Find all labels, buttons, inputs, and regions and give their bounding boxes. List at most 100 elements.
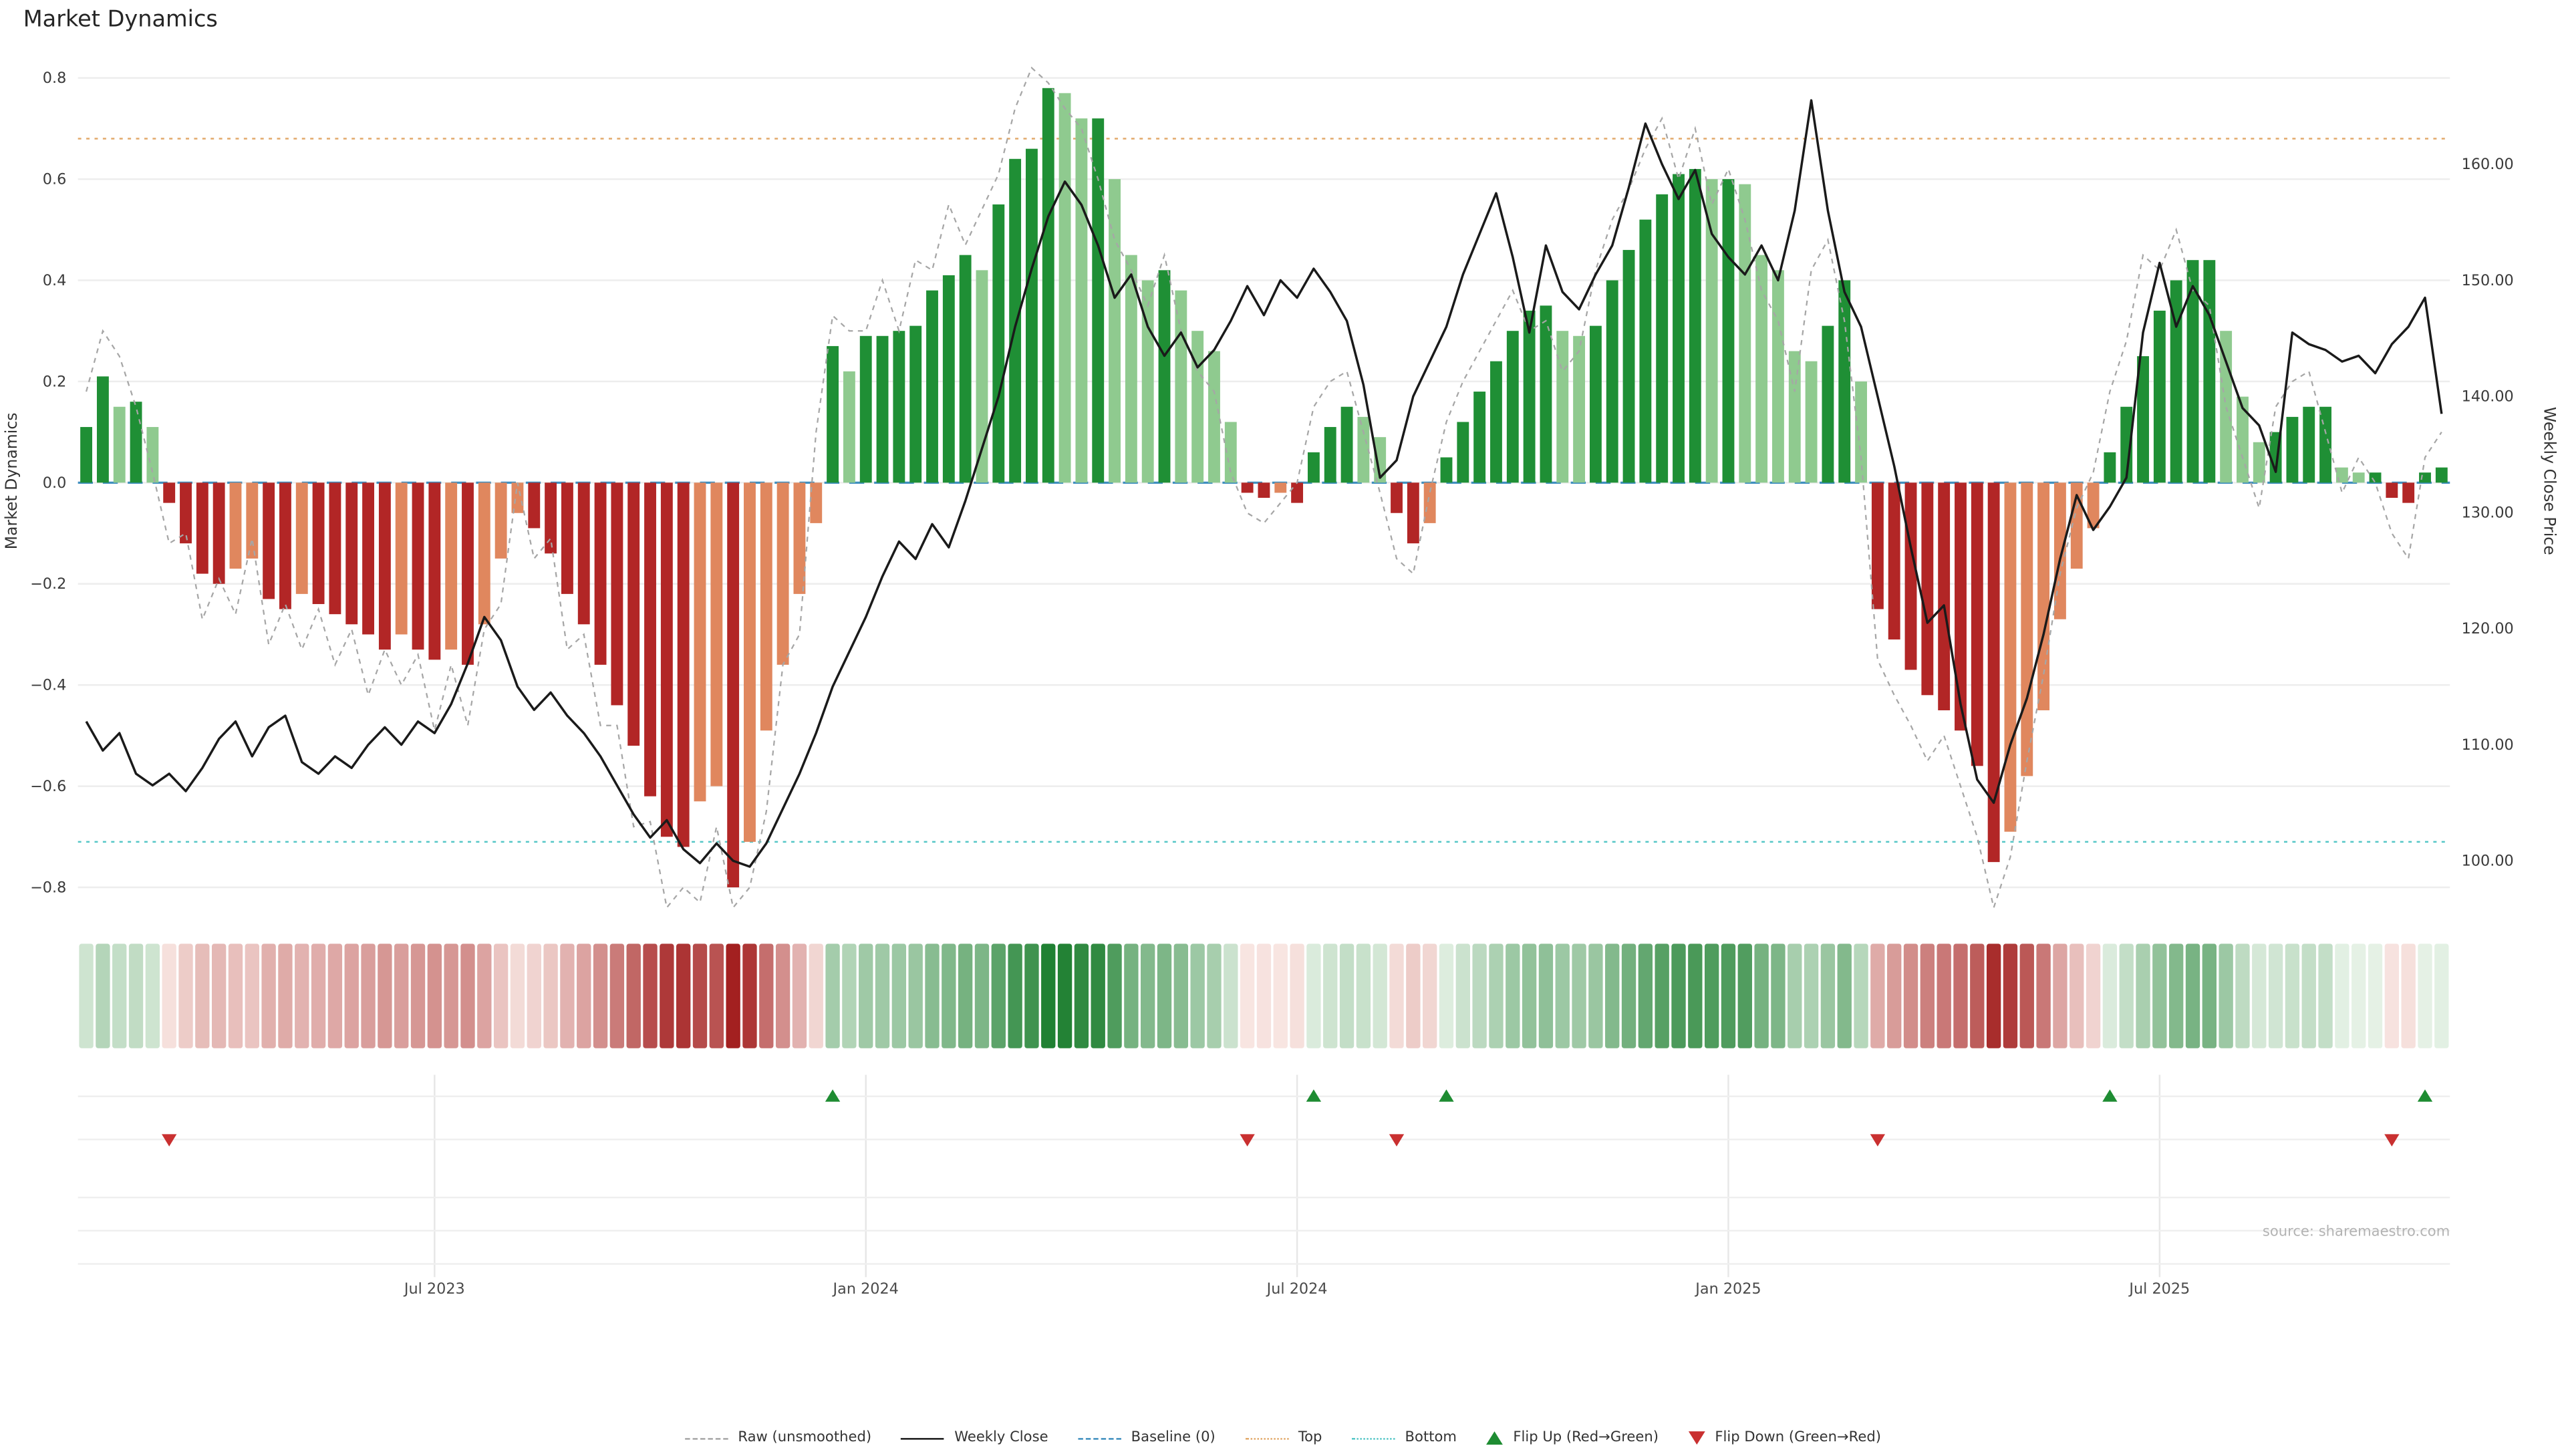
heatmap-cell — [1240, 943, 1255, 1048]
md-bar — [1673, 174, 1685, 483]
heatmap-strip — [79, 943, 2449, 1048]
heatmap-cell — [1522, 943, 1537, 1048]
md-bar — [1689, 168, 1701, 483]
heatmap-cell — [1588, 943, 1603, 1048]
heatmap-cell — [925, 943, 940, 1048]
md-bar — [1009, 158, 1022, 483]
heatmap-cell — [1788, 943, 1802, 1048]
legend-item-top: Top — [1245, 1429, 1322, 1447]
heatmap-cell — [859, 943, 873, 1048]
md-bar — [2087, 482, 2100, 529]
md-bar — [1805, 361, 1818, 483]
md-bar — [1407, 482, 1419, 544]
md-bar — [976, 270, 988, 483]
md-bar — [246, 482, 259, 559]
md-bar — [1391, 482, 1403, 513]
md-bar — [843, 371, 855, 483]
heatmap-cell — [211, 943, 227, 1048]
md-bar — [1125, 255, 1137, 483]
heatmap-cell — [2036, 943, 2051, 1048]
md-bar — [263, 482, 275, 599]
md-bar — [478, 482, 490, 625]
heatmap-cell — [145, 943, 160, 1048]
md-bar — [1506, 331, 1519, 483]
heatmap-cell — [1771, 943, 1786, 1048]
md-bar — [1075, 118, 1088, 483]
heatmap-cell — [1655, 943, 1669, 1048]
md-bar — [1705, 179, 1718, 483]
md-bar — [627, 482, 640, 746]
md-bar — [2021, 482, 2033, 776]
md-bar — [1324, 427, 1336, 483]
md-bar — [2004, 482, 2017, 832]
md-bar — [1357, 416, 1370, 483]
bottom-line-icon — [1352, 1437, 1395, 1439]
heatmap-cell — [577, 943, 591, 1048]
right-axis-tick: 110.00 — [2462, 736, 2514, 754]
heatmap-cell — [1820, 943, 1836, 1048]
legend-label: Top — [1298, 1429, 1322, 1447]
heatmap-cell — [427, 943, 442, 1048]
heatmap-cell — [1041, 943, 1056, 1048]
md-bar — [295, 482, 308, 594]
heatmap-cell — [527, 943, 541, 1048]
md-bar — [644, 482, 656, 796]
heatmap-cell — [2053, 943, 2068, 1048]
heatmap-cell — [726, 943, 740, 1048]
legend-item-flip-up: Flip Up (Red→Green) — [1486, 1430, 1659, 1446]
md-bar — [1540, 305, 1552, 483]
md-bar — [279, 482, 291, 609]
heatmap-cell — [1903, 943, 1918, 1048]
legend-item-baseline: Baseline (0) — [1078, 1430, 1216, 1446]
flip-up-marker — [2417, 1089, 2433, 1102]
left-axis-tick: −0.4 — [30, 677, 66, 694]
md-bar — [163, 482, 176, 503]
heatmap-cell — [1423, 943, 1437, 1048]
heatmap-cell — [1605, 943, 1620, 1048]
md-bar — [1739, 184, 1751, 483]
heatmap-cell — [1306, 943, 1321, 1048]
md-bar — [594, 482, 607, 665]
marker-panel-grid — [78, 1074, 2450, 1278]
md-bar — [1258, 482, 1270, 498]
heatmap-cell — [875, 943, 890, 1048]
md-bar — [462, 482, 474, 665]
chart-title: Market Dynamics — [23, 6, 218, 33]
heatmap-cell — [1190, 943, 1205, 1048]
md-bar — [412, 482, 424, 650]
md-bar — [710, 482, 723, 786]
heatmap-cell — [128, 943, 144, 1048]
close-line-path — [85, 99, 2443, 868]
source-credit: source: sharemaestro.com — [2263, 1222, 2450, 1239]
md-bar — [1274, 482, 1287, 493]
md-bar — [180, 482, 192, 544]
md-bar — [312, 482, 325, 605]
heatmap-cell — [295, 943, 309, 1048]
x-axis-tick: Jul 2023 — [403, 1280, 465, 1298]
md-bar — [2220, 331, 2233, 483]
close-line-layer — [85, 99, 2443, 868]
flip-down-marker — [1240, 1134, 1255, 1147]
heatmap-cell — [1704, 943, 1719, 1048]
legend-item-raw: Raw (unsmoothed) — [684, 1430, 871, 1446]
x-axis-tick: Jul 2024 — [1266, 1280, 1328, 1298]
heatmap-cell — [1854, 943, 1868, 1048]
md-bar — [130, 402, 142, 483]
heatmap-cell — [2086, 943, 2101, 1048]
heatmap-cell — [709, 943, 724, 1048]
flip-down-marker — [1389, 1134, 1405, 1147]
md-bar — [1822, 325, 1834, 483]
heatmap-cell — [1572, 943, 1586, 1048]
md-bar — [909, 325, 922, 483]
md-bar — [196, 482, 208, 574]
heatmap-cell — [692, 943, 708, 1048]
heatmap-cell — [1986, 943, 2001, 1048]
heatmap-cell — [759, 943, 774, 1048]
heatmap-cell — [1157, 943, 1172, 1048]
md-bar — [942, 275, 955, 483]
md-bar — [545, 482, 557, 554]
md-bar — [362, 482, 374, 635]
flip-up-icon — [1486, 1431, 1504, 1445]
heatmap-cell — [543, 943, 558, 1048]
flip-down-marker — [162, 1134, 177, 1147]
